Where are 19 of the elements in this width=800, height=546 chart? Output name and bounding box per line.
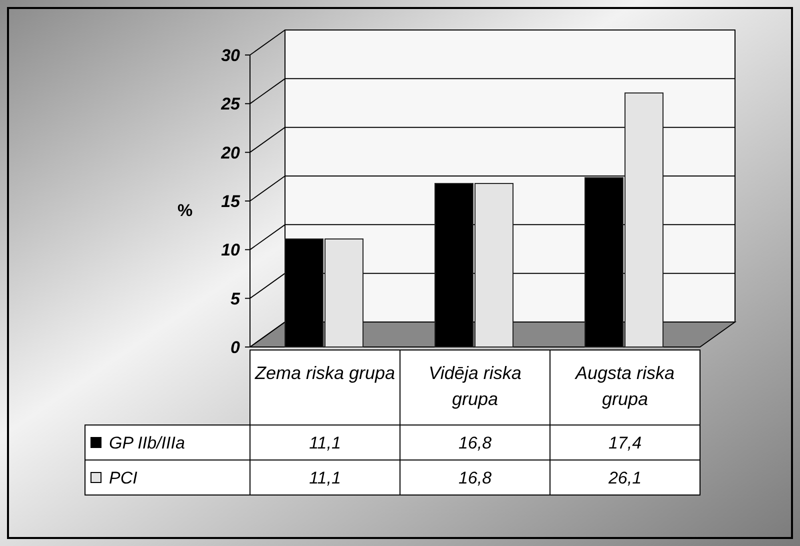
y-axis-title: % bbox=[177, 201, 193, 220]
y-tick-label: 0 bbox=[230, 338, 241, 357]
legend-label: PCI bbox=[109, 468, 138, 488]
y-tick-label: 15 bbox=[221, 192, 241, 211]
y-tick-label: 30 bbox=[221, 46, 241, 65]
y-tick-label: 25 bbox=[220, 94, 241, 114]
data-label: 16,8 bbox=[458, 468, 492, 488]
data-label: 16,8 bbox=[458, 433, 492, 452]
x-tick-label: Zema riska grupa bbox=[254, 362, 396, 385]
y-tick-label: 5 bbox=[230, 289, 241, 308]
data-label: 26,1 bbox=[607, 468, 642, 488]
x-tick-label: Vidēja riska grupa bbox=[428, 362, 522, 411]
data-label: 11,1 bbox=[309, 433, 341, 452]
y-tick-label: 20 bbox=[220, 143, 241, 162]
y-tick-label: 10 bbox=[221, 240, 241, 260]
data-label: 11,1 bbox=[309, 468, 341, 488]
data-label: 17,4 bbox=[608, 433, 642, 452]
x-tick-label: Augsta riska grupa bbox=[574, 362, 676, 411]
legend-label: GP IIb/IIIa bbox=[109, 433, 185, 452]
